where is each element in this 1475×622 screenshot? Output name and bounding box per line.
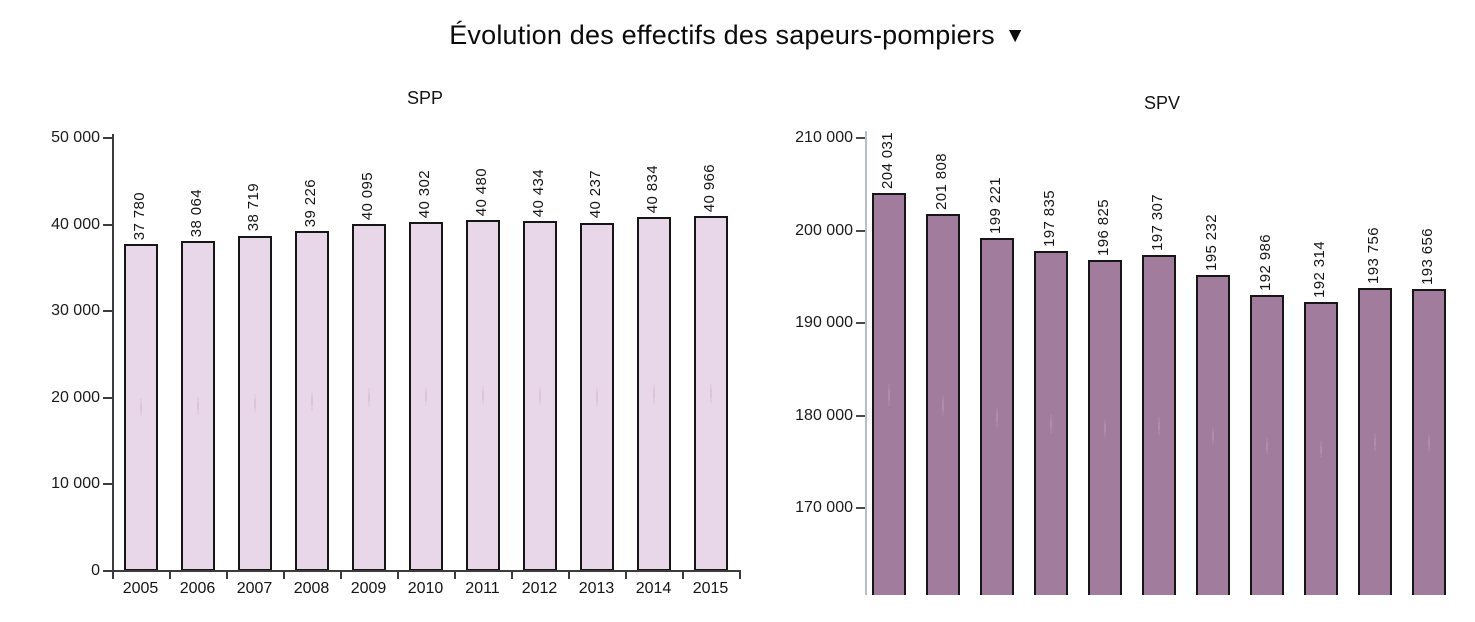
bar-value-label: 40 966 — [700, 163, 718, 213]
bar — [237, 235, 272, 571]
bar-value-label: 40 095 — [358, 171, 376, 220]
figure-title-text: Évolution des effectifs des sapeurs-pomp… — [449, 20, 995, 50]
bar-value-label: 40 237 — [586, 170, 604, 219]
x-tick-label: 2008 — [293, 580, 330, 597]
figure-title: Évolution des effectifs des sapeurs-pomp… — [0, 20, 1475, 51]
y-tick — [103, 396, 112, 399]
bar-value-label: 40 480 — [472, 168, 490, 217]
y-tick — [856, 507, 865, 509]
y-tick-label: 200 000 — [795, 221, 853, 239]
y-tick-label: 170 000 — [795, 499, 853, 516]
bar — [1034, 250, 1068, 595]
bar — [465, 220, 500, 571]
x-tick-label: 2007 — [236, 580, 273, 597]
bar — [579, 222, 614, 571]
x-tick — [397, 572, 399, 579]
chart-title-spv: SPV — [1143, 93, 1181, 113]
bar-value-label: 192 986 — [1257, 234, 1274, 292]
bar-value-label: 197 835 — [1041, 189, 1058, 247]
bar-value-label: 39 226 — [301, 179, 319, 228]
collapse-triangle-icon: ▼ — [1004, 24, 1026, 47]
bar-value-label: 40 302 — [415, 169, 433, 218]
bar — [1196, 274, 1230, 595]
bar-value-label: 193 756 — [1365, 227, 1382, 285]
x-tick — [454, 572, 456, 579]
y-tick-label: 190 000 — [795, 314, 853, 331]
bar — [1250, 295, 1284, 595]
y-tick — [856, 229, 865, 232]
bar — [294, 231, 329, 571]
bar — [1142, 255, 1176, 595]
bar-value-label: 197 307 — [1149, 194, 1166, 252]
y-tick-label: 30 000 — [51, 302, 100, 320]
bar — [693, 216, 728, 571]
x-tick — [511, 572, 513, 579]
bar — [180, 241, 215, 571]
bar — [123, 243, 158, 571]
bar — [1358, 288, 1392, 595]
bar — [636, 217, 671, 571]
bar-value-label: 40 834 — [643, 165, 661, 214]
x-tick — [682, 572, 684, 579]
x-tick — [112, 572, 114, 579]
bar-value-label: 195 232 — [1203, 213, 1220, 271]
y-tick — [103, 483, 112, 486]
x-tick-label: 2005 — [122, 580, 159, 597]
x-tick — [739, 572, 741, 579]
bar-value-label: 199 221 — [987, 176, 1004, 234]
bar — [872, 193, 906, 595]
x-tick-label: 2014 — [635, 580, 672, 597]
bar — [351, 223, 386, 571]
bar — [408, 221, 443, 571]
y-tick-label: 50 000 — [51, 129, 100, 146]
y-tick — [103, 223, 112, 226]
bar-value-label: 201 808 — [933, 152, 950, 210]
x-tick — [568, 572, 570, 579]
x-tick — [169, 572, 171, 579]
x-tick-label: 2012 — [521, 580, 558, 597]
x-tick-label: 2013 — [578, 580, 615, 597]
y-tick-label: 0 — [91, 562, 100, 579]
y-tick-label: 20 000 — [51, 388, 100, 406]
x-tick-label: 2011 — [465, 580, 500, 597]
bar-value-label: 192 314 — [1311, 240, 1328, 298]
bar-value-label: 38 719 — [244, 183, 262, 232]
x-tick-label: 2006 — [179, 580, 216, 597]
x-tick — [226, 572, 228, 579]
y-axis-line — [865, 131, 867, 595]
y-tick — [103, 310, 112, 313]
bar-value-label: 37 780 — [130, 191, 148, 240]
y-tick — [103, 570, 112, 572]
bar-value-label: 40 434 — [529, 168, 547, 217]
bar — [980, 237, 1014, 595]
y-tick-label: 180 000 — [795, 406, 853, 424]
x-tick-label: 2009 — [350, 580, 387, 597]
x-tick-label: 2015 — [692, 580, 729, 597]
bar-value-label: 204 031 — [879, 132, 896, 190]
x-axis-line — [112, 570, 741, 572]
y-tick — [103, 137, 112, 139]
y-tick-label: 210 000 — [795, 129, 853, 146]
y-tick-label: 10 000 — [51, 475, 100, 493]
bar — [522, 220, 557, 571]
bar-value-label: 193 656 — [1419, 228, 1436, 286]
bar — [1412, 289, 1446, 595]
y-tick-label: 40 000 — [51, 215, 100, 233]
chart-title-spp: SPP — [406, 88, 444, 108]
bar — [1304, 301, 1338, 595]
x-tick — [625, 572, 627, 579]
x-tick — [283, 572, 285, 579]
bar — [926, 213, 960, 595]
y-tick — [856, 322, 865, 324]
y-axis-line — [112, 134, 114, 571]
y-tick — [856, 137, 865, 139]
bar-value-label: 196 825 — [1095, 198, 1112, 256]
x-tick — [340, 572, 342, 579]
bar-value-label: 38 064 — [187, 189, 205, 238]
y-tick — [856, 414, 865, 417]
x-tick-label: 2010 — [407, 580, 444, 597]
bar — [1088, 259, 1122, 595]
